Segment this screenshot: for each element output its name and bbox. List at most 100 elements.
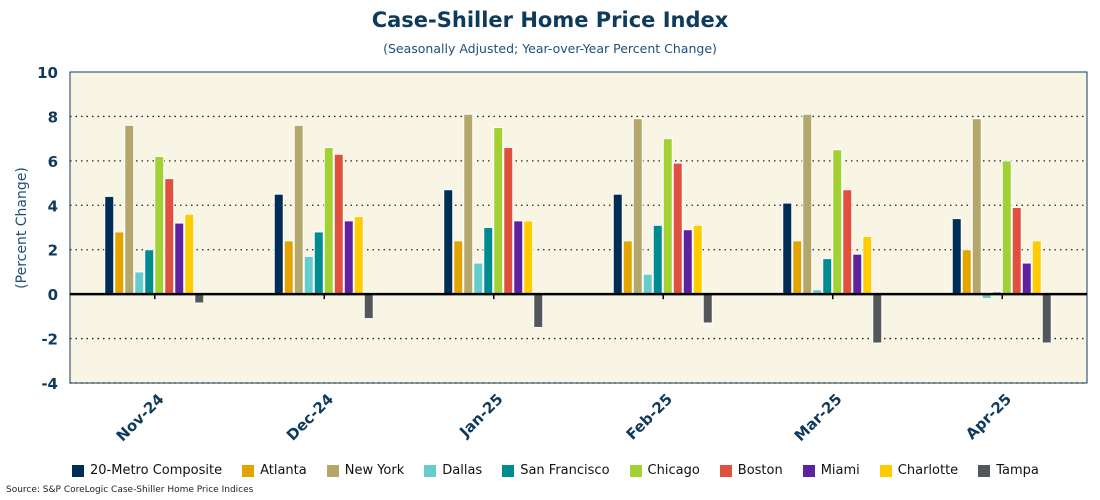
y-tick-label: -2 (41, 331, 58, 349)
x-tick-label: Nov-24 (113, 390, 168, 445)
x-tick-label: Apr-25 (962, 390, 1015, 443)
bar-miami-jan-25 (513, 220, 524, 295)
source-note: Source: S&P CoreLogic Case-Shiller Home … (6, 485, 254, 495)
bar-charlotte-dec-24 (353, 215, 364, 295)
bar-new-york-feb-25 (632, 118, 643, 295)
legend-label: Tampa (996, 463, 1039, 478)
legend-item: San Francisco (502, 463, 610, 478)
bar-chicago-jan-25 (493, 127, 504, 295)
x-tick-label: Feb-25 (623, 390, 676, 443)
bar-miami-nov-24 (174, 222, 185, 295)
bar-dallas-dec-24 (303, 255, 314, 295)
bar-dallas-jan-25 (473, 262, 484, 295)
bar-new-york-apr-25 (971, 118, 982, 295)
bar-20-metro-composite-apr-25 (951, 218, 962, 295)
legend-item: Atlanta (242, 463, 307, 478)
legend: 20-Metro Composite Atlanta New York Dallas S… (72, 463, 1059, 478)
legend-item: Tampa (978, 463, 1039, 478)
x-tick-label: Jan-25 (455, 390, 506, 441)
bar-boston-dec-24 (333, 153, 344, 295)
bar-atlanta-nov-24 (114, 231, 125, 295)
bar-san-francisco-feb-25 (652, 224, 663, 295)
bar-20-metro-composite-jan-25 (443, 189, 454, 295)
y-tick-label: 4 (48, 197, 58, 215)
legend-label: Dallas (442, 463, 483, 478)
x-tick-label: Mar-25 (791, 390, 846, 445)
legend-swatch (629, 464, 642, 477)
bar-tampa-jan-25 (533, 293, 544, 328)
legend-swatch (502, 464, 515, 477)
bar-chicago-dec-24 (323, 147, 334, 295)
legend-swatch (879, 464, 892, 477)
bar-tampa-nov-24 (194, 293, 205, 304)
legend-item: Miami (802, 463, 860, 478)
bar-boston-mar-25 (842, 189, 853, 295)
legend-label: New York (344, 463, 405, 478)
legend-swatch (978, 464, 991, 477)
bar-tampa-dec-24 (363, 293, 374, 320)
bar-boston-apr-25 (1011, 207, 1022, 295)
bar-new-york-dec-24 (293, 124, 304, 295)
bar-charlotte-nov-24 (184, 213, 195, 295)
bar-charlotte-mar-25 (862, 235, 873, 295)
bar-20-metro-composite-nov-24 (104, 195, 115, 295)
bar-tampa-feb-25 (702, 293, 713, 324)
bar-boston-jan-25 (503, 147, 514, 295)
x-tick-label: Dec-24 (283, 390, 337, 444)
legend-swatch (72, 464, 84, 477)
bar-miami-dec-24 (343, 220, 354, 295)
bar-chicago-feb-25 (662, 138, 673, 295)
bar-miami-mar-25 (852, 253, 863, 295)
bar-atlanta-mar-25 (792, 240, 803, 295)
bar-tampa-mar-25 (872, 293, 883, 344)
bar-san-francisco-mar-25 (822, 258, 833, 295)
bar-charlotte-jan-25 (523, 220, 534, 295)
legend-swatch (802, 464, 815, 477)
y-tick-label: 8 (48, 108, 58, 126)
bar-san-francisco-dec-24 (313, 231, 324, 295)
legend-item: New York (326, 463, 405, 478)
bar-charlotte-apr-25 (1031, 240, 1042, 295)
legend-label: Boston (737, 463, 783, 478)
legend-label: Atlanta (260, 463, 307, 478)
legend-swatch (719, 464, 732, 477)
bar-atlanta-feb-25 (622, 240, 633, 295)
bar-boston-nov-24 (164, 178, 175, 295)
y-axis-label: (Percent Change) (14, 167, 30, 289)
legend-item: Boston (719, 463, 783, 478)
bar-san-francisco-nov-24 (144, 249, 155, 295)
bar-chicago-nov-24 (154, 155, 165, 295)
legend-label: Chicago (647, 463, 700, 478)
bar-20-metro-composite-feb-25 (612, 193, 623, 295)
legend-label: 20-Metro Composite (90, 463, 223, 478)
bar-miami-feb-25 (682, 229, 693, 295)
bar-new-york-nov-24 (124, 124, 135, 295)
legend-swatch (424, 464, 437, 477)
bar-new-york-mar-25 (802, 113, 813, 295)
bar-boston-feb-25 (672, 162, 683, 295)
bar-san-francisco-jan-25 (483, 227, 494, 295)
bar-dallas-nov-24 (134, 271, 145, 295)
legend-item: Dallas (424, 463, 482, 478)
bar-dallas-feb-25 (642, 273, 653, 295)
bar-miami-apr-25 (1021, 262, 1032, 295)
y-tick-label: 2 (48, 242, 58, 260)
bar-20-metro-composite-mar-25 (782, 202, 793, 295)
legend-item: Charlotte (879, 463, 959, 478)
y-tick-label: 0 (48, 286, 58, 304)
bar-atlanta-jan-25 (453, 240, 464, 295)
legend-item: 20-Metro Composite (72, 463, 222, 478)
legend-item: Chicago (629, 463, 700, 478)
plot-area (69, 71, 1088, 384)
bar-charlotte-feb-25 (692, 224, 703, 295)
bar-tampa-apr-25 (1041, 293, 1052, 344)
bar-chicago-mar-25 (832, 149, 843, 295)
bar-atlanta-apr-25 (961, 249, 972, 295)
y-tick-label: -4 (41, 375, 58, 393)
legend-label: Charlotte (897, 463, 959, 478)
legend-label: Miami (820, 463, 860, 478)
bar-atlanta-dec-24 (283, 240, 294, 295)
chart-subtitle: (Seasonally Adjusted; Year-over-Year Per… (383, 41, 717, 56)
chart-title: Case-Shiller Home Price Index (371, 8, 729, 32)
